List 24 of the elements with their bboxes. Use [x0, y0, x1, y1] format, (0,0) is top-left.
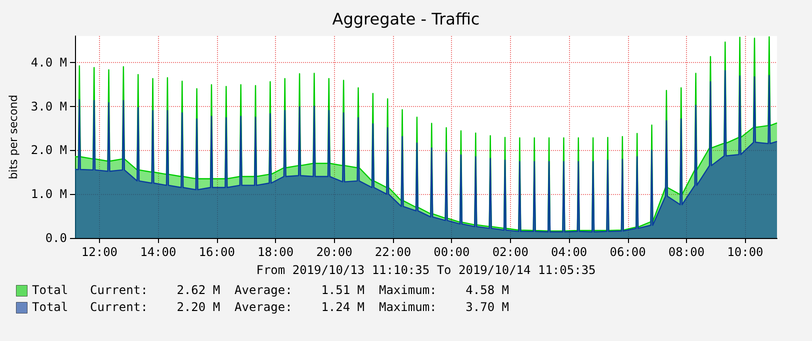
x-tick-label: 08:00 [668, 245, 705, 259]
chart-title: Aggregate - Traffic [332, 10, 480, 28]
text: Current: 2.62 M Average: 1.51 M Maximum: 4.58 M [90, 283, 510, 297]
legend-label: Total [32, 283, 68, 297]
text: Current: 2.20 M Average: 1.24 M Maximum: 3.70 M [90, 300, 510, 314]
x-tick-label: 20:00 [316, 245, 352, 259]
y-tick-label: 2.0 M [30, 143, 67, 158]
y-tick-label: 3.0 M [30, 99, 67, 114]
x-tick-label: 00:00 [434, 245, 470, 259]
x-tick-label: 16:00 [198, 245, 235, 259]
y-tick-label: 4.0 M [30, 55, 67, 70]
x-tick-label: 02:00 [492, 245, 528, 259]
legend-label: Total [32, 300, 68, 314]
y-axis-title: bits per second [7, 94, 20, 180]
x-tick-label: 04:00 [551, 245, 588, 259]
x-axis-title: From 2019/10/13 11:10:35 To 2019/10/14 11:05:35 [256, 263, 596, 277]
x-tick-label: 10:00 [727, 245, 764, 259]
y-tick-label: 0.0 [45, 231, 67, 245]
x-tick-label: 22:00 [374, 245, 412, 259]
x-tick-label: 12:00 [81, 245, 118, 259]
x-tick-label: 06:00 [610, 245, 646, 259]
x-tick-label: 14:00 [140, 245, 176, 259]
x-tick-label: 18:00 [258, 245, 294, 259]
y-tick-label: 1.0 M [30, 187, 67, 202]
